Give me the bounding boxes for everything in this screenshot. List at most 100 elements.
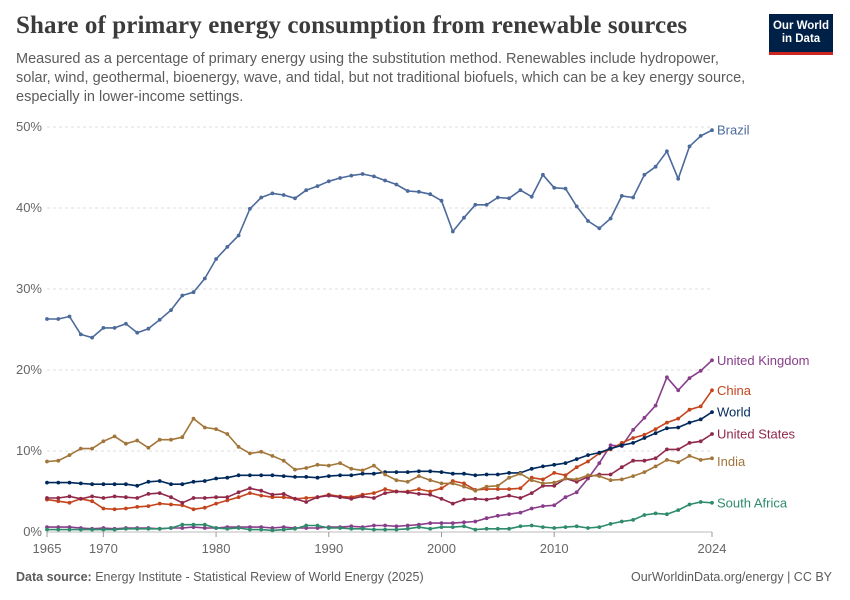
- data-point-united_states-1985: [270, 492, 275, 497]
- data-point-world-1998: [417, 469, 421, 474]
- data-point-world-2006: [507, 471, 511, 475]
- data-point-china-1976: [169, 502, 173, 507]
- data-point-brazil-2009: [541, 172, 545, 177]
- data-point-united_states-1980: [214, 495, 219, 500]
- data-point-brazil-2000: [439, 198, 444, 203]
- data-point-world-1987: [293, 475, 297, 479]
- data-point-india-2018: [642, 470, 647, 474]
- data-point-united_states-2008: [529, 491, 534, 495]
- data-point-south_africa-1989: [315, 523, 320, 528]
- data-point-brazil-1974: [146, 326, 151, 331]
- data-point-china-2017: [631, 436, 635, 440]
- series-line-brazil: [47, 129, 713, 339]
- data-point-india-2001: [450, 481, 455, 486]
- data-point-united_kingdom-2020: [665, 375, 669, 380]
- data-point-brazil-2010: [552, 185, 557, 190]
- data-point-south_africa-1981: [225, 526, 230, 531]
- data-point-india-1968: [78, 446, 83, 451]
- data-point-south_africa-2020: [665, 512, 669, 517]
- data-point-brazil-1998: [417, 189, 421, 194]
- data-point-india-1981: [225, 432, 230, 436]
- data-point-brazil-1982: [236, 233, 241, 238]
- data-point-world-2021: [676, 425, 681, 430]
- data-point-south_africa-1969: [90, 527, 94, 532]
- data-point-united_states-1970: [101, 496, 106, 500]
- data-point-world-1993: [360, 471, 365, 476]
- data-point-south_africa-1966: [56, 527, 61, 532]
- data-point-united_states-1969: [90, 494, 94, 499]
- data-point-brazil-2007: [518, 188, 523, 193]
- data-point-china-1973: [135, 505, 140, 509]
- data-point-india-1995: [383, 472, 387, 477]
- data-point-india-1972: [124, 441, 128, 446]
- data-point-world-2003: [473, 473, 478, 478]
- logo-line-1: Our World: [772, 20, 829, 32]
- data-point-india-1991: [338, 461, 342, 465]
- data-point-brazil-2008: [529, 194, 534, 199]
- data-point-world-1992: [349, 473, 354, 478]
- data-point-south_africa-1984: [259, 527, 264, 532]
- data-point-brazil-1988: [304, 188, 309, 193]
- data-point-south_africa-2022: [687, 502, 692, 507]
- data-point-south_africa-2005: [495, 526, 500, 531]
- data-point-united_states-1999: [428, 492, 433, 497]
- data-point-india-1966: [56, 458, 61, 463]
- data-point-united_states-1987: [293, 496, 297, 501]
- data-point-china-2019: [653, 427, 658, 431]
- data-point-united_states-1998: [417, 492, 421, 496]
- data-point-world-1997: [405, 470, 410, 474]
- data-point-south_africa-2003: [473, 527, 478, 532]
- data-point-world-2012: [574, 457, 579, 461]
- data-point-south_africa-2019: [653, 511, 658, 516]
- data-point-south_africa-2023: [698, 500, 703, 504]
- data-point-india-2003: [473, 488, 478, 493]
- x-tick-label-1970: 1970: [89, 541, 118, 556]
- data-point-brazil-2003: [473, 202, 478, 207]
- data-point-india-2014: [597, 474, 602, 478]
- data-point-brazil-1983: [248, 206, 252, 211]
- data-point-south_africa-2011: [563, 525, 568, 529]
- data-point-brazil-2002: [462, 215, 466, 220]
- data-point-india-1979: [202, 425, 207, 430]
- data-point-south_africa-1983: [248, 527, 252, 532]
- data-point-united_kingdom-2015: [608, 443, 613, 448]
- data-point-south_africa-1965: [45, 527, 49, 532]
- data-point-brazil-1987: [293, 196, 297, 201]
- data-point-united_states-2023: [698, 439, 703, 444]
- data-point-china-1972: [124, 506, 128, 511]
- footer-link[interactable]: OurWorldinData.org/energy | CC BY: [630, 570, 832, 584]
- data-point-brazil-1972: [124, 321, 128, 326]
- legend-label-brazil: Brazil: [717, 123, 750, 138]
- data-point-south_africa-1985: [270, 528, 275, 533]
- data-point-united_states-2015: [608, 472, 613, 477]
- data-point-south_africa-1976: [169, 526, 173, 530]
- data-point-south_africa-1993: [360, 526, 365, 531]
- data-point-brazil-1979: [202, 276, 207, 281]
- data-point-south_africa-2021: [676, 508, 681, 512]
- data-point-south_africa-2008: [529, 523, 534, 528]
- data-point-united_states-1982: [236, 490, 241, 495]
- owid-logo[interactable]: Our World in Data: [769, 14, 833, 55]
- data-point-brazil-2018: [642, 172, 647, 177]
- data-point-south_africa-2015: [608, 522, 613, 526]
- data-point-china-1975: [157, 501, 162, 506]
- data-point-brazil-1976: [169, 308, 173, 312]
- data-point-india-2007: [518, 471, 523, 476]
- data-point-united_kingdom-1977: [180, 526, 185, 530]
- x-tick-label-1990: 1990: [314, 541, 343, 556]
- data-point-china-1981: [225, 498, 230, 503]
- data-point-world-1975: [157, 479, 162, 483]
- data-point-world-2023: [698, 417, 703, 422]
- data-point-brazil-2023: [698, 134, 703, 138]
- data-point-south_africa-1997: [405, 526, 410, 531]
- data-point-china-2018: [642, 432, 647, 437]
- data-point-united_states-2002: [462, 497, 466, 502]
- data-point-united_kingdom-2014: [597, 461, 602, 465]
- data-point-united_states-2020: [665, 447, 669, 452]
- data-point-brazil-1980: [214, 257, 219, 261]
- data-point-south_africa-2018: [642, 513, 647, 517]
- data-point-south_africa-1977: [180, 522, 185, 527]
- data-point-south_africa-1968: [78, 527, 83, 532]
- data-point-south_africa-2000: [439, 525, 444, 529]
- chart-title: Share of primary energy consumption from…: [16, 12, 688, 39]
